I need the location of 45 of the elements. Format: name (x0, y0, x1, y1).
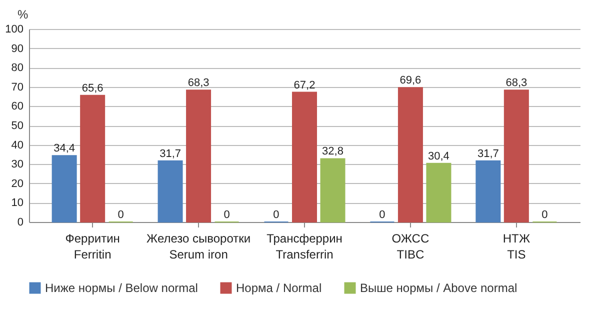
legend-label: Выше нормы / Above normal (360, 281, 518, 295)
data-label: 0 (224, 209, 230, 221)
data-label: 0 (118, 209, 124, 221)
y-tick-label: 10 (11, 197, 24, 210)
data-label: 34,4 (54, 142, 76, 155)
legend-label: Норма / Normal (236, 281, 322, 295)
data-label: 0 (542, 209, 548, 221)
y-tick-label: 20 (11, 178, 24, 190)
data-label: 0 (379, 209, 386, 221)
y-tick-label: 50 (11, 120, 24, 132)
x-tick-label: Железо сыворотки Serum iron (146, 232, 251, 262)
y-tick-label: 0 (17, 216, 24, 228)
bar (80, 94, 106, 222)
data-label: 31,7 (160, 148, 181, 160)
x-tick-label: Трансферрин Transferrin (266, 232, 342, 262)
x-tick-label: НТЖ TIS (502, 232, 530, 262)
bar (292, 92, 317, 222)
y-tick-label: 70 (11, 81, 24, 94)
x-tick-label: ОЖСС TIBC (392, 232, 430, 262)
y-tick-label: 60 (11, 100, 24, 113)
legend-label: Ниже нормы / Below normal (45, 281, 198, 295)
bar (320, 158, 346, 222)
data-label: 32,8 (322, 146, 344, 158)
data-label: 0 (273, 209, 280, 221)
bar (504, 90, 529, 222)
y-tick-label: 90 (11, 42, 24, 55)
data-label: 30,4 (428, 150, 450, 162)
y-tick-label: 100 (5, 24, 24, 36)
data-label: 31,7 (477, 148, 499, 160)
y-tick-label: 80 (11, 62, 24, 74)
data-label: 68,3 (188, 77, 210, 90)
bar (426, 162, 452, 222)
x-tick-label: Ферритин Ferritin (65, 232, 120, 262)
bar (158, 160, 183, 222)
bar (186, 90, 212, 222)
data-label: 69,6 (400, 74, 422, 87)
y-tick-label: 40 (11, 139, 24, 152)
y-tick-label: 30 (11, 158, 24, 171)
y-axis-title: % (18, 8, 28, 22)
bar (52, 155, 77, 222)
data-label: 67,2 (294, 79, 316, 92)
data-label: 65,6 (82, 82, 104, 94)
data-label: 68,3 (506, 77, 528, 90)
bar (476, 160, 501, 222)
bar (398, 87, 423, 222)
